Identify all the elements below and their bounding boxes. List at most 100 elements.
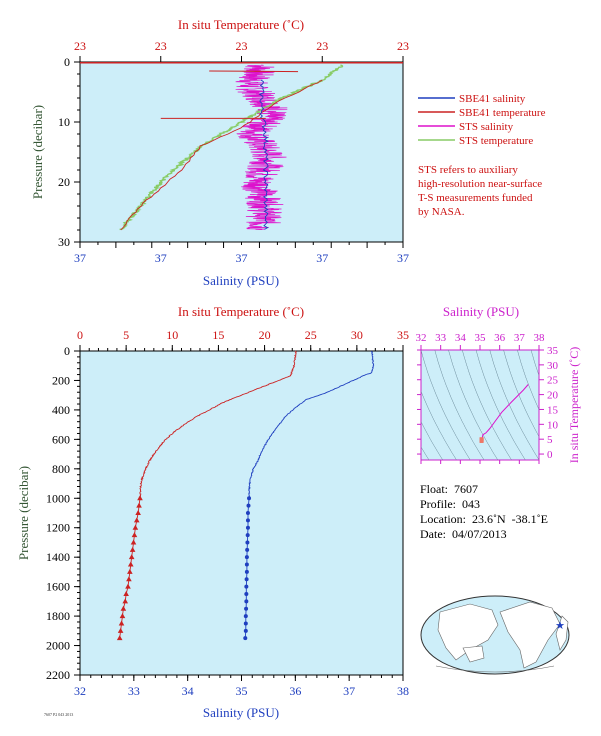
- ts-top-tick-label: 32: [416, 332, 427, 344]
- top-panel-y-tick-label: 20: [58, 175, 70, 189]
- ts-right-tick-label: 0: [547, 449, 553, 461]
- ts-panel-series: [479, 384, 529, 443]
- top-panel-temperature-label: In situ Temperature (˚C): [178, 17, 304, 32]
- main-panel-y-tick-label: 0: [64, 344, 70, 358]
- legend-label: STS salinity: [459, 121, 514, 133]
- main-panel-series: [116, 350, 375, 641]
- float-info: Float: 7607 Profile: 043 Location: 23.6˚…: [420, 482, 548, 542]
- temperature-marker: [123, 591, 129, 596]
- salinity-marker: [245, 533, 250, 538]
- density-contour: [421, 390, 457, 460]
- salinity-marker: [247, 496, 252, 501]
- profile-number: Profile: 043: [420, 497, 480, 511]
- main-panel-top-tick-label: 10: [166, 328, 178, 342]
- top-panel: 23 23 23 23 23 37 37 37 37 37 0 10 20 30 In situ Temp…: [30, 17, 409, 288]
- salinity-marker: [243, 636, 248, 641]
- density-contour: [489, 350, 539, 460]
- ts-deep-marker: [479, 438, 484, 443]
- top-panel-top-tick-label: 23: [397, 39, 409, 53]
- main-panel-bottom-tick-label: 32: [74, 684, 86, 698]
- float-id: Float: 7607: [420, 482, 479, 496]
- main-panel-top-tick-label: 0: [77, 328, 83, 342]
- ts-right-tick-label: 20: [547, 390, 559, 402]
- top-panel-bottom-tick-label: 37: [316, 251, 328, 265]
- ts-right-tick-label: 30: [547, 360, 559, 372]
- ts-plot-area: [420, 349, 540, 461]
- temperature-profile-line: [119, 350, 297, 638]
- salinity-marker: [243, 628, 248, 633]
- ts-panel-axes: 32 33 34 35 36 37 38 0 5 10 15 20 25 30 35: [416, 332, 559, 464]
- main-panel-y-tick-label: 400: [52, 403, 70, 417]
- main-panel-y-tick-label: 1000: [46, 491, 70, 505]
- salinity-marker: [244, 592, 249, 596]
- main-panel-bottom-tick-label: 33: [128, 684, 140, 698]
- top-panel-top-tick-label: 23: [236, 39, 248, 53]
- top-panel-top-tick-label: 23: [74, 39, 86, 53]
- top-panel-series: [80, 62, 403, 231]
- main-panel-bottom-tick-label: 37: [343, 684, 355, 698]
- ts-top-tick-label: 33: [435, 332, 447, 344]
- main-panel-axes: 0 5 10 15 20 25 30 35 32 33 34 35 36 37 38 0 200 400 600 80…: [46, 328, 409, 698]
- ts-right-tick-label: 25: [547, 375, 559, 387]
- temperature-marker: [117, 627, 124, 633]
- sts-salinity-line: [235, 64, 288, 231]
- main-panel-y-tick-label: 1400: [46, 550, 70, 564]
- main-panel-y-tick-label: 200: [52, 373, 70, 387]
- density-contour: [503, 350, 539, 438]
- top-panel-y-tick-label: 0: [64, 55, 70, 69]
- salinity-marker: [244, 599, 249, 604]
- main-panel-y-tick-label: 1200: [46, 521, 70, 535]
- main-panel-bottom-tick-label: 34: [182, 684, 194, 698]
- main-panel-top-tick-label: 15: [212, 328, 224, 342]
- ts-top-tick-label: 36: [494, 332, 506, 344]
- ts-right-tick-label: 15: [547, 404, 559, 416]
- legend-note-line: high-resolution near-surface: [418, 178, 542, 190]
- density-contour: [475, 350, 526, 460]
- temperature-marker: [136, 502, 142, 508]
- density-contour: [421, 350, 471, 460]
- density-contour: [434, 350, 485, 460]
- top-panel-top-tick-label: 23: [316, 39, 328, 53]
- ts-panel-salinity-label: Salinity (PSU): [443, 304, 519, 319]
- temperature-marker: [129, 546, 136, 552]
- top-panel-bottom-tick-label: 37: [74, 251, 86, 265]
- legend-note-line: by NASA.: [418, 206, 465, 218]
- legend-label: STS temperature: [459, 135, 533, 147]
- main-panel-y-tick-label: 1600: [46, 580, 70, 594]
- map-land-australia: [462, 645, 485, 663]
- temperature-marker: [135, 510, 141, 515]
- temperature-marker: [116, 635, 123, 641]
- salinity-marker: [244, 577, 249, 582]
- main-panel-y-tick-label: 2200: [46, 668, 70, 682]
- temperature-marker: [118, 620, 125, 626]
- legend-note-line: STS refers to auxiliary: [418, 164, 518, 176]
- ts-panel: 32 33 34 35 36 37 38 0 5 10 15 20 25 30 35 Salinity (P…: [416, 304, 581, 464]
- main-panel-top-tick-label: 5: [123, 328, 129, 342]
- temperature-marker: [133, 517, 140, 523]
- main-panel-bottom-tick-label: 38: [397, 684, 409, 698]
- salinity-marker: [244, 584, 249, 589]
- legend: SBE41 salinity SBE41 temperature STS salin…: [418, 93, 546, 218]
- density-contour: [421, 421, 444, 460]
- top-panel-axes: 23 23 23 23 23 37 37 37 37 37 0 10 20 30: [58, 39, 409, 265]
- profile-date: Date: 04/07/2013: [420, 527, 507, 541]
- map-land-antarctica: [435, 665, 555, 673]
- ts-right-tick-label: 10: [547, 419, 559, 431]
- legend-label: SBE41 temperature: [459, 107, 546, 119]
- top-panel-bottom-tick-label: 37: [397, 251, 409, 265]
- salinity-marker: [245, 540, 250, 545]
- footer-text: 7607 P2 043 2013: [44, 712, 74, 717]
- salinity-marker: [245, 525, 250, 530]
- salinity-marker: [243, 621, 248, 626]
- salinity-marker: [243, 614, 248, 619]
- map-land-africa: [555, 615, 569, 651]
- main-panel-salinity-label: Salinity (PSU): [203, 705, 279, 720]
- density-contour: [517, 350, 539, 411]
- main-panel-top-tick-label: 20: [259, 328, 271, 342]
- main-panel: 0 5 10 15 20 25 30 35 32 33 34 35 36 37 38 0 200 400 600 80…: [16, 304, 409, 720]
- salinity-marker: [244, 562, 249, 567]
- top-panel-pressure-label: Pressure (decibar): [30, 105, 45, 199]
- main-panel-temperature-label: In situ Temperature (˚C): [178, 304, 304, 319]
- sbe41-temperature-line: [120, 79, 323, 231]
